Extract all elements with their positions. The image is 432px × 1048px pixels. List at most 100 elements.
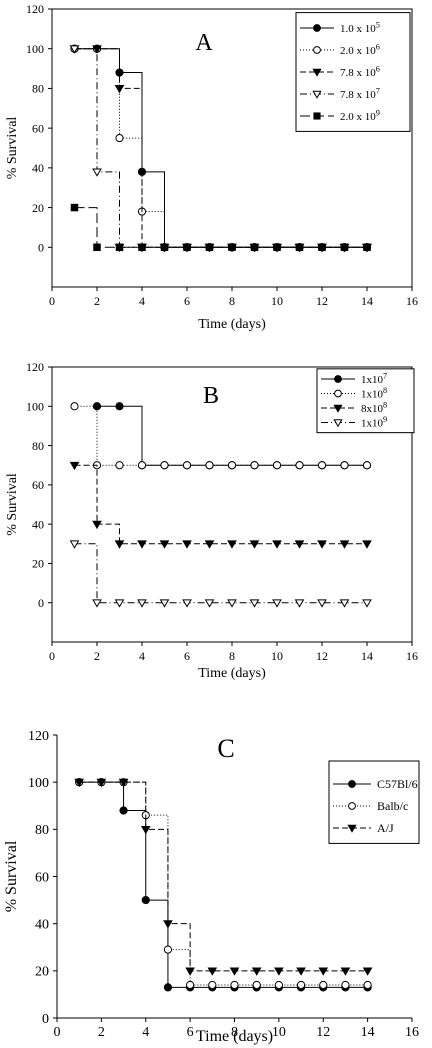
panel-label: C: [217, 734, 234, 763]
legend-label: 1x109: [361, 415, 387, 429]
data-point: [186, 980, 195, 990]
legend-marker: [313, 24, 321, 32]
x-tick-label: 8: [231, 1025, 238, 1040]
data-point: [204, 540, 215, 549]
y-tick-label: 80: [32, 82, 44, 96]
legend-marker: [348, 802, 356, 810]
data-point: [74, 778, 85, 788]
data-point: [159, 540, 170, 549]
legend-label-text: 2.0 x 10: [340, 111, 376, 123]
data-point: [93, 243, 101, 252]
y-tick-label: 100: [28, 776, 49, 791]
x-tick-label: 8: [229, 649, 235, 663]
data-point: [296, 980, 306, 990]
x-tick-label: 16: [406, 649, 418, 663]
data-point: [182, 540, 192, 549]
data-point: [319, 980, 328, 990]
legend-label-text: A/J: [377, 821, 394, 835]
data-point: [204, 599, 215, 608]
data-point: [115, 243, 124, 252]
x-tick-label: 6: [184, 649, 190, 663]
series-1: [75, 778, 372, 992]
y-tick-label: 60: [35, 870, 49, 885]
data-point: [141, 895, 150, 905]
legend-label-exponent: 8: [383, 386, 387, 395]
legend-marker: [334, 375, 342, 383]
data-point: [208, 980, 217, 990]
y-tick-label: 40: [35, 918, 49, 933]
data-point: [92, 599, 102, 608]
series-2: [75, 778, 372, 990]
data-point: [272, 461, 282, 470]
y-tick-label: 60: [32, 478, 44, 492]
y-tick-label: 20: [35, 965, 49, 980]
data-point: [227, 599, 237, 608]
data-point: [229, 967, 240, 976]
data-point: [114, 540, 125, 549]
data-point: [362, 461, 372, 470]
data-point: [272, 599, 282, 608]
data-point: [362, 967, 373, 976]
x-tick-label: 10: [271, 294, 283, 308]
data-point: [296, 967, 306, 976]
data-point: [92, 402, 102, 411]
legend-marker: [312, 90, 322, 99]
data-point: [250, 461, 259, 470]
data-point: [92, 168, 102, 177]
legend-label: A/J: [377, 821, 394, 835]
data-point: [119, 806, 128, 815]
data-point: [163, 920, 173, 929]
x-axis-label: Time (days): [198, 317, 266, 332]
x-tick-label: 4: [139, 294, 145, 308]
x-tick-label: 2: [94, 294, 100, 308]
legend-label: 7.8 x 106: [340, 64, 380, 78]
x-tick-label: 8: [229, 294, 235, 308]
data-point: [163, 983, 173, 992]
legend-box: [328, 760, 420, 844]
series-line: [74, 207, 367, 248]
legend-label: 2.0 x 109: [340, 108, 380, 122]
data-point: [272, 540, 282, 549]
data-point: [115, 402, 124, 411]
legend-label-text: 1x10: [361, 388, 384, 400]
data-point: [294, 599, 305, 608]
legend-marker: [333, 404, 343, 413]
legend-label: 2.0 x 106: [340, 42, 380, 56]
y-tick-label: 80: [32, 439, 44, 453]
data-point: [96, 778, 107, 788]
legend-marker: [312, 68, 322, 77]
legend-label: 1.0 x 105: [340, 20, 380, 34]
legend-label-text: 7.8 x 10: [340, 89, 376, 101]
y-tick-label: 80: [35, 823, 49, 838]
data-point: [140, 825, 151, 835]
legend-label: Balb/c: [377, 799, 408, 813]
data-point: [69, 540, 80, 549]
data-point: [92, 45, 102, 54]
data-point: [114, 599, 125, 608]
legend-label: 8x108: [361, 400, 387, 414]
data-point: [160, 243, 169, 252]
series-line: [74, 464, 367, 545]
x-axis-label: Time (days): [196, 1028, 273, 1045]
legend-label: 1x107: [361, 371, 387, 385]
x-tick-label: 6: [187, 1025, 194, 1040]
y-tick-label: 40: [32, 161, 44, 175]
x-tick-label: 12: [316, 294, 328, 308]
legend-label-text: C57Bl/6: [377, 777, 418, 791]
survival-chart-b: 0 2 4 6 8 10 12 14 16 0 20 40 60 80 100 120 Time (days)%…: [5, 360, 418, 681]
x-tick-label: 0: [49, 294, 55, 308]
data-point: [363, 980, 372, 990]
data-point: [340, 967, 351, 976]
series-4: [69, 540, 372, 608]
x-tick-label: 16: [405, 1025, 419, 1040]
panel-label: A: [195, 30, 213, 56]
data-point: [70, 402, 79, 411]
x-tick-label: 14: [361, 1025, 375, 1040]
legend: C57Bl/6 Balb/c A/J: [328, 760, 420, 844]
data-point: [250, 243, 259, 252]
data-point: [163, 945, 173, 954]
data-point: [362, 599, 372, 608]
legend-label-exponent: 7: [383, 371, 387, 380]
